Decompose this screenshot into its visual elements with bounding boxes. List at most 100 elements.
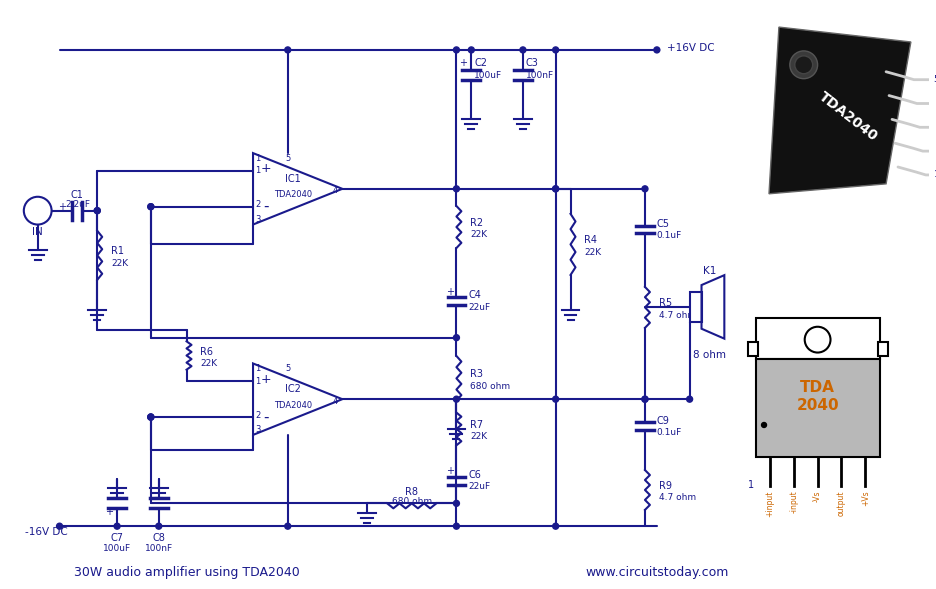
Text: C6: C6 bbox=[468, 470, 481, 480]
Text: 4: 4 bbox=[333, 396, 338, 406]
Text: 4.7 ohm: 4.7 ohm bbox=[659, 494, 696, 502]
Circle shape bbox=[285, 523, 291, 529]
Text: 3: 3 bbox=[255, 425, 260, 435]
Bar bbox=[748, 342, 758, 356]
Text: TDA2040: TDA2040 bbox=[273, 401, 312, 409]
Text: 100nF: 100nF bbox=[526, 71, 554, 80]
Circle shape bbox=[468, 47, 475, 53]
Polygon shape bbox=[769, 27, 911, 194]
Text: www.circuitstoday.com: www.circuitstoday.com bbox=[585, 567, 729, 580]
Text: -Vs: -Vs bbox=[813, 491, 822, 502]
Text: R5: R5 bbox=[659, 299, 672, 309]
Text: -input: -input bbox=[789, 491, 798, 513]
Circle shape bbox=[453, 47, 460, 53]
Text: IC2: IC2 bbox=[285, 384, 300, 394]
Circle shape bbox=[148, 204, 154, 210]
Text: TDA2040: TDA2040 bbox=[273, 190, 312, 199]
Text: TDA: TDA bbox=[800, 380, 835, 395]
Text: R9: R9 bbox=[659, 481, 672, 491]
Text: C3: C3 bbox=[526, 58, 539, 68]
Text: C9: C9 bbox=[657, 415, 670, 425]
Circle shape bbox=[155, 523, 162, 529]
Text: 1: 1 bbox=[255, 167, 260, 176]
Text: 100uF: 100uF bbox=[475, 71, 503, 80]
Bar bbox=[690, 292, 701, 322]
Text: 2: 2 bbox=[255, 411, 260, 419]
Text: R7: R7 bbox=[470, 420, 484, 430]
Text: +Vs: +Vs bbox=[861, 491, 870, 506]
Text: -: - bbox=[263, 409, 269, 425]
Bar bbox=[756, 318, 880, 359]
Text: 30W audio amplifier using TDA2040: 30W audio amplifier using TDA2040 bbox=[75, 567, 300, 580]
Text: +: + bbox=[58, 201, 66, 211]
Text: 22K: 22K bbox=[111, 259, 128, 268]
Text: 4.7 ohm: 4.7 ohm bbox=[659, 311, 696, 320]
Circle shape bbox=[453, 396, 460, 402]
Circle shape bbox=[687, 396, 693, 402]
Text: 1: 1 bbox=[255, 364, 260, 373]
Text: 5: 5 bbox=[934, 75, 936, 84]
Text: 22K: 22K bbox=[584, 248, 602, 257]
Circle shape bbox=[56, 523, 63, 529]
Text: 2: 2 bbox=[255, 200, 260, 209]
Circle shape bbox=[552, 47, 559, 53]
Text: IN: IN bbox=[33, 227, 43, 237]
Text: C5: C5 bbox=[657, 219, 670, 229]
Text: C2: C2 bbox=[475, 58, 488, 68]
Text: 100uF: 100uF bbox=[103, 544, 131, 552]
Circle shape bbox=[552, 396, 559, 402]
Text: 1: 1 bbox=[748, 479, 754, 489]
Circle shape bbox=[95, 208, 100, 214]
Circle shape bbox=[795, 56, 812, 74]
Text: output: output bbox=[837, 491, 846, 516]
Text: TDA2040: TDA2040 bbox=[816, 89, 881, 144]
Text: R8: R8 bbox=[405, 488, 418, 498]
Text: 1: 1 bbox=[255, 154, 260, 163]
Bar bbox=[878, 342, 888, 356]
Text: R2: R2 bbox=[470, 218, 484, 228]
Text: +: + bbox=[446, 286, 455, 296]
Text: 22K: 22K bbox=[470, 230, 488, 240]
Text: 680 ohm: 680 ohm bbox=[470, 382, 510, 391]
Text: 22K: 22K bbox=[470, 432, 488, 441]
Text: R1: R1 bbox=[111, 246, 124, 256]
Circle shape bbox=[148, 414, 154, 420]
Circle shape bbox=[453, 523, 460, 529]
Text: -16V DC: -16V DC bbox=[25, 527, 67, 537]
Circle shape bbox=[95, 208, 100, 214]
Circle shape bbox=[790, 51, 818, 79]
Circle shape bbox=[148, 204, 154, 210]
Text: +: + bbox=[105, 507, 113, 517]
Circle shape bbox=[519, 47, 526, 53]
Text: K1: K1 bbox=[703, 266, 716, 276]
Text: 100nF: 100nF bbox=[145, 544, 173, 552]
Circle shape bbox=[552, 523, 559, 529]
Text: C8: C8 bbox=[153, 533, 165, 543]
Text: 1: 1 bbox=[934, 170, 936, 180]
Circle shape bbox=[285, 47, 291, 53]
Text: 5: 5 bbox=[285, 364, 290, 373]
Circle shape bbox=[654, 47, 660, 53]
Circle shape bbox=[453, 501, 460, 507]
Text: 3: 3 bbox=[255, 215, 260, 224]
Text: R3: R3 bbox=[470, 369, 483, 379]
Text: 22uF: 22uF bbox=[468, 303, 490, 312]
Circle shape bbox=[642, 186, 648, 192]
Circle shape bbox=[762, 422, 767, 428]
Circle shape bbox=[642, 396, 648, 402]
Text: C7: C7 bbox=[110, 533, 124, 543]
Text: +: + bbox=[460, 58, 467, 68]
Text: R4: R4 bbox=[584, 236, 597, 246]
Circle shape bbox=[642, 396, 648, 402]
Circle shape bbox=[552, 186, 559, 192]
Circle shape bbox=[114, 523, 120, 529]
Circle shape bbox=[805, 327, 830, 353]
Text: 5: 5 bbox=[285, 154, 290, 163]
Bar bbox=[756, 359, 880, 456]
Circle shape bbox=[453, 335, 460, 340]
Text: -: - bbox=[263, 199, 269, 214]
Text: 1: 1 bbox=[255, 377, 260, 386]
Text: +16V DC: +16V DC bbox=[666, 43, 714, 53]
Circle shape bbox=[453, 186, 460, 192]
Text: 2.2uF: 2.2uF bbox=[65, 200, 90, 209]
